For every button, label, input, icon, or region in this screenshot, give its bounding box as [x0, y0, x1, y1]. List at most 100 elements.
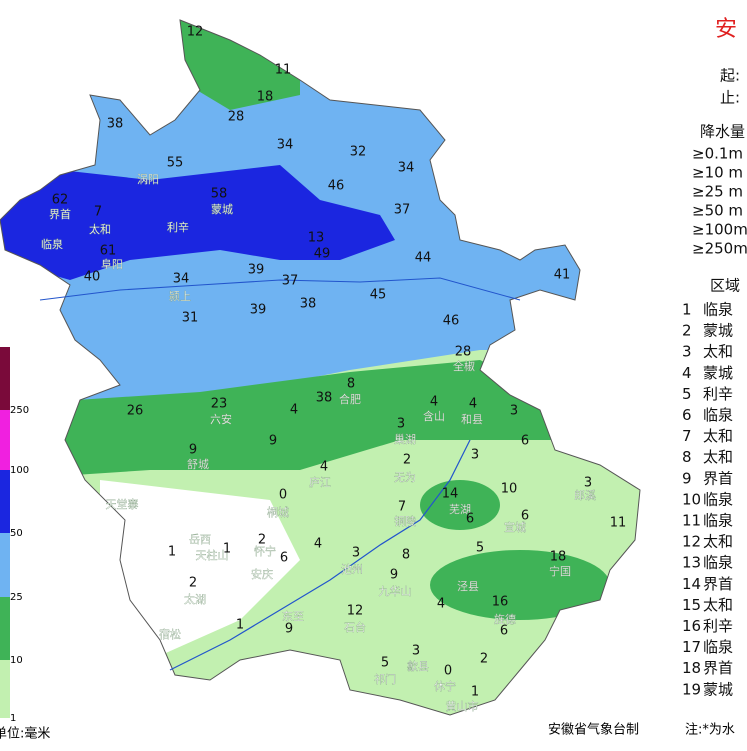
region-rank: 19	[682, 680, 701, 698]
station-value: 4	[469, 397, 477, 412]
place-name: 舒城	[187, 457, 209, 471]
legend-item: ≥100m	[692, 221, 747, 239]
station-value: 41	[554, 268, 571, 283]
station-value: 44	[415, 251, 432, 266]
place-name: 阜阳	[101, 258, 123, 271]
station-value: 3	[397, 417, 405, 432]
station-value: 6	[521, 509, 529, 524]
region-name: 太和	[703, 343, 733, 361]
place-name: 天柱山	[196, 548, 229, 562]
station-value: 18	[257, 90, 274, 105]
place-name: 祁门	[374, 672, 396, 686]
place-name: 东至	[282, 610, 304, 623]
station-value: 34	[398, 161, 415, 176]
place-name: 岳西	[189, 533, 211, 546]
station-value: 3	[471, 448, 479, 463]
station-value: 26	[127, 404, 144, 419]
place-name: 铜陵	[394, 514, 416, 528]
place-name: 郎溪	[574, 488, 596, 502]
region-name: 利辛	[703, 385, 733, 403]
station-value: 12	[187, 25, 204, 40]
station-value: 40	[84, 270, 101, 285]
station-value: 34	[173, 272, 190, 287]
region-name: 界首	[703, 659, 733, 677]
place-name: 涡阳	[137, 173, 159, 186]
station-value: 7	[398, 500, 406, 515]
region-name: 太和	[703, 448, 733, 466]
station-value: 3	[412, 644, 420, 659]
station-value: 45	[370, 288, 387, 303]
place-name: 宣城	[504, 520, 526, 534]
legend-item: ≥10 m	[692, 164, 743, 182]
place-name: 界首	[49, 207, 71, 221]
region-name: 临泉	[703, 490, 733, 508]
region-name: 太和	[703, 533, 733, 551]
legend-item: ≥0.1m	[692, 145, 743, 163]
place-name: 太和	[89, 223, 111, 236]
station-value: 4	[320, 460, 328, 475]
station-value: 39	[248, 263, 265, 278]
place-name: 石台	[344, 620, 366, 634]
station-value: 11	[610, 516, 627, 531]
credit: 安徽省气象台制	[548, 722, 639, 738]
station-value: 28	[455, 345, 472, 360]
place-name: 歙县	[407, 659, 429, 673]
region-rank: 11	[682, 512, 701, 530]
legend-item: ≥250m	[692, 240, 747, 258]
place-name: 合肥	[339, 392, 361, 406]
place-name: 芜湖	[449, 502, 471, 516]
station-value: 0	[444, 664, 452, 679]
station-value: 46	[443, 314, 460, 329]
station-value: 4	[430, 395, 438, 410]
note: 注:*为水	[685, 723, 735, 738]
colorbar-label: 1	[10, 713, 16, 724]
station-value: 1	[236, 618, 244, 633]
station-value: 62	[52, 193, 69, 208]
place-name: 无为	[394, 471, 416, 484]
region-rank: 7	[682, 427, 692, 445]
station-value: 4	[290, 403, 298, 418]
station-value: 49	[314, 247, 331, 262]
place-name: 泾县	[457, 580, 479, 593]
station-value: 37	[282, 274, 299, 289]
station-value: 6	[280, 551, 288, 566]
place-name: 和县	[461, 413, 483, 426]
station-value: 31	[182, 311, 199, 326]
place-name: 含山	[423, 409, 445, 423]
station-value: 55	[167, 156, 184, 171]
station-value: 37	[394, 203, 411, 218]
region-name: 临泉	[703, 512, 733, 530]
region-rank: 15	[682, 596, 701, 614]
region-name: 利辛	[703, 617, 733, 635]
region-rank: 17	[682, 638, 701, 656]
station-value: 32	[350, 145, 367, 160]
region-name: 太和	[703, 596, 733, 614]
legend-item: ≥50 m	[692, 202, 743, 220]
station-value: 38	[107, 117, 124, 132]
unit: 单位:毫米	[0, 726, 50, 742]
title: 安	[715, 17, 737, 42]
place-name: 怀宁	[254, 544, 276, 558]
region-name: 界首	[703, 469, 733, 487]
station-value: 23	[211, 397, 228, 412]
station-value: 9	[269, 434, 277, 449]
station-value: 28	[228, 110, 245, 125]
region-rank: 2	[682, 322, 692, 340]
place-name: 安庆	[251, 567, 273, 581]
region-name: 临泉	[703, 638, 733, 656]
station-value: 4	[437, 597, 445, 612]
station-value: 3	[352, 546, 360, 561]
station-value: 11	[275, 63, 292, 78]
colorbar-label: 250	[10, 405, 29, 416]
station-value: 38	[300, 297, 317, 312]
region-name: 界首	[703, 575, 733, 593]
place-name: 六安	[210, 412, 232, 426]
region-rank: 3	[682, 343, 692, 361]
station-value: 9	[285, 622, 293, 637]
place-name: 黄山市	[446, 699, 479, 713]
region-name: 临泉	[703, 301, 733, 319]
station-value: 6	[521, 434, 529, 449]
station-value: 4	[314, 537, 322, 552]
station-value: 34	[277, 138, 294, 153]
